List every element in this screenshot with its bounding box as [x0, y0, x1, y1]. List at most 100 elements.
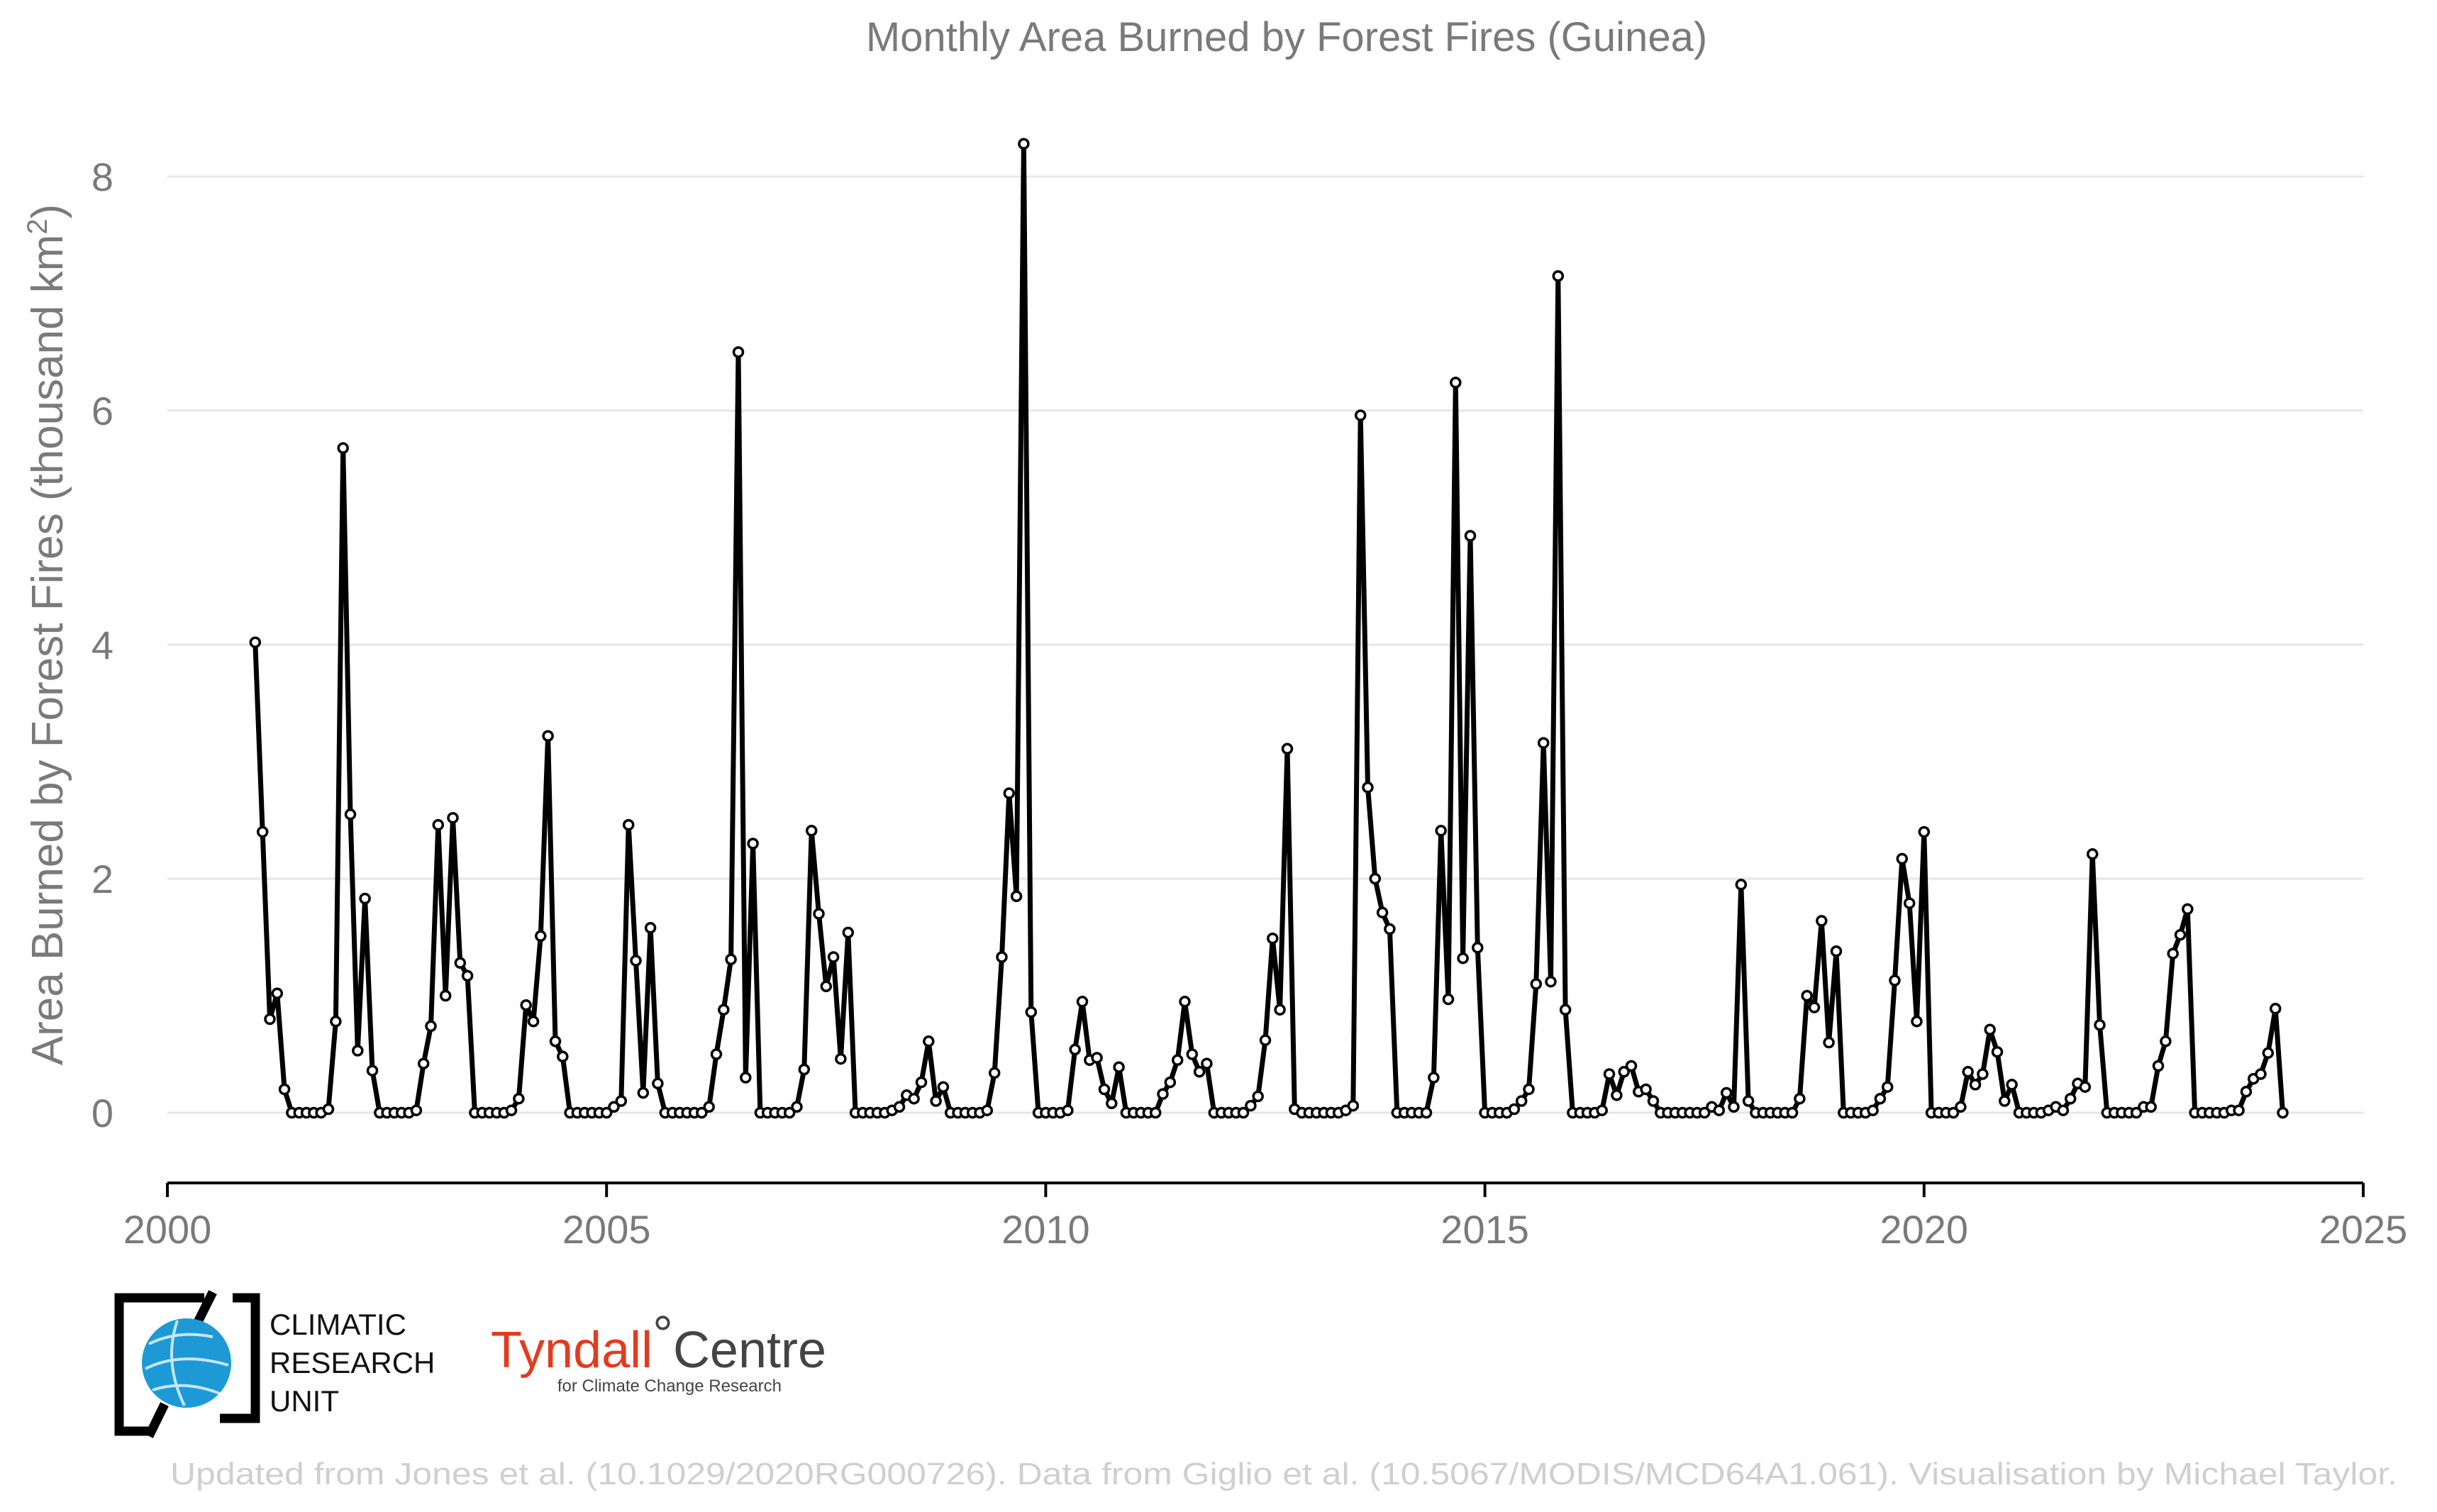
- data-point: [1369, 872, 1382, 885]
- data-point: [2277, 1106, 2289, 1119]
- data-point: [1530, 978, 1543, 990]
- data-point: [1157, 1088, 1169, 1100]
- data-point: [1018, 138, 1030, 150]
- data-point: [513, 1092, 525, 1105]
- data-point: [2167, 947, 2179, 960]
- data-point: [1647, 1095, 1660, 1107]
- data-point: [930, 1095, 942, 1107]
- data-point: [344, 808, 357, 821]
- data-point: [322, 1103, 335, 1116]
- data-point: [410, 1104, 423, 1116]
- y-tick-label: 4: [91, 623, 113, 667]
- data-point: [1091, 1052, 1103, 1064]
- cru-logo: CLIMATIC RESEARCH UNIT: [114, 1290, 435, 1438]
- data-point: [337, 442, 349, 455]
- data-point: [747, 838, 759, 850]
- data-point: [1728, 1101, 1740, 1113]
- data-point: [1164, 1076, 1177, 1089]
- data-point: [652, 1077, 664, 1090]
- data-point: [1281, 743, 1294, 755]
- data-point: [923, 1035, 935, 1047]
- data-point: [1098, 1083, 1111, 1096]
- data-point: [2145, 1101, 2157, 1113]
- data-point: [696, 1106, 708, 1119]
- data-point: [2130, 1106, 2143, 1119]
- data-point: [1962, 1066, 1974, 1078]
- data-point: [1867, 1104, 1879, 1116]
- data-point: [2094, 1019, 2106, 1031]
- data-point: [1193, 1066, 1206, 1078]
- data-point: [1515, 1095, 1528, 1107]
- data-point: [732, 346, 745, 358]
- x-axis: 2000 2005 2010 2015 2020 2025: [123, 1182, 2408, 1252]
- data-point: [1559, 1004, 1572, 1016]
- data-point: [1245, 1099, 1257, 1112]
- data-point: [1603, 1068, 1616, 1080]
- data-point: [937, 1081, 950, 1093]
- tyndall-logo-main: Tyndall: [491, 1322, 653, 1379]
- data-point: [842, 926, 855, 939]
- data-point: [1808, 1001, 1821, 1013]
- data-point: [996, 951, 1008, 963]
- data-point: [2064, 1092, 2077, 1105]
- data-point: [278, 1083, 291, 1096]
- data-point: [1113, 1061, 1125, 1073]
- data-point: [447, 811, 459, 824]
- data-point: [2240, 1086, 2253, 1098]
- data-point: [710, 1048, 723, 1060]
- data-point: [1947, 1106, 1960, 1119]
- data-point: [425, 1020, 437, 1033]
- y-axis-label: Area Burned by Forest Fires (thousand km…: [22, 204, 72, 1066]
- data-point: [1354, 409, 1367, 421]
- data-point: [798, 1063, 811, 1076]
- data-point: [1991, 1045, 2004, 1058]
- data-point: [366, 1064, 379, 1077]
- data-point: [600, 1106, 613, 1119]
- data-point: [1977, 1068, 1989, 1080]
- data-point: [417, 1057, 430, 1069]
- data-point: [2152, 1060, 2165, 1072]
- data-point: [1186, 1048, 1199, 1060]
- data-point: [783, 1106, 796, 1119]
- data-point: [2255, 1068, 2267, 1080]
- data-point: [527, 1016, 540, 1028]
- data-point: [520, 999, 532, 1011]
- data-point: [1428, 1072, 1440, 1084]
- data-point: [1384, 923, 1396, 935]
- cru-logo-line2: RESEARCH: [270, 1346, 435, 1379]
- data-point: [1720, 1086, 1733, 1099]
- cru-logo-line1: CLIMATIC: [270, 1308, 406, 1341]
- data-point: [1179, 996, 1191, 1008]
- data-point: [271, 987, 284, 999]
- data-point: [1237, 1106, 1250, 1119]
- data-point: [1713, 1104, 1726, 1116]
- data-point: [439, 989, 452, 1002]
- data-point: [1347, 1099, 1360, 1112]
- data-point: [820, 980, 833, 993]
- data-point: [805, 825, 818, 837]
- data-point: [256, 826, 269, 838]
- data-point: [352, 1045, 364, 1057]
- data-point: [535, 930, 547, 943]
- data-point: [608, 1101, 620, 1113]
- x-tick-label: 2020: [1880, 1207, 1969, 1252]
- data-point: [644, 922, 657, 934]
- data-point: [1259, 1034, 1272, 1046]
- data-point: [1076, 996, 1089, 1008]
- data-point: [1640, 1083, 1652, 1096]
- data-point: [1955, 1101, 1967, 1113]
- data-point: [2269, 1002, 2282, 1015]
- y-tick-label: 8: [91, 155, 113, 199]
- data-point: [1442, 993, 1455, 1006]
- data-point: [1472, 942, 1484, 954]
- data-point: [1537, 737, 1550, 749]
- data-point: [622, 818, 635, 831]
- data-point: [2079, 1081, 2092, 1093]
- data-point: [1911, 1016, 1923, 1028]
- data-point: [1010, 890, 1023, 903]
- data-point: [2086, 848, 2099, 860]
- x-tick-label: 2025: [2319, 1207, 2408, 1252]
- tyndall-logo-sub: for Climate Change Research: [557, 1377, 782, 1396]
- data-point: [1611, 1089, 1623, 1101]
- data-point: [637, 1086, 650, 1099]
